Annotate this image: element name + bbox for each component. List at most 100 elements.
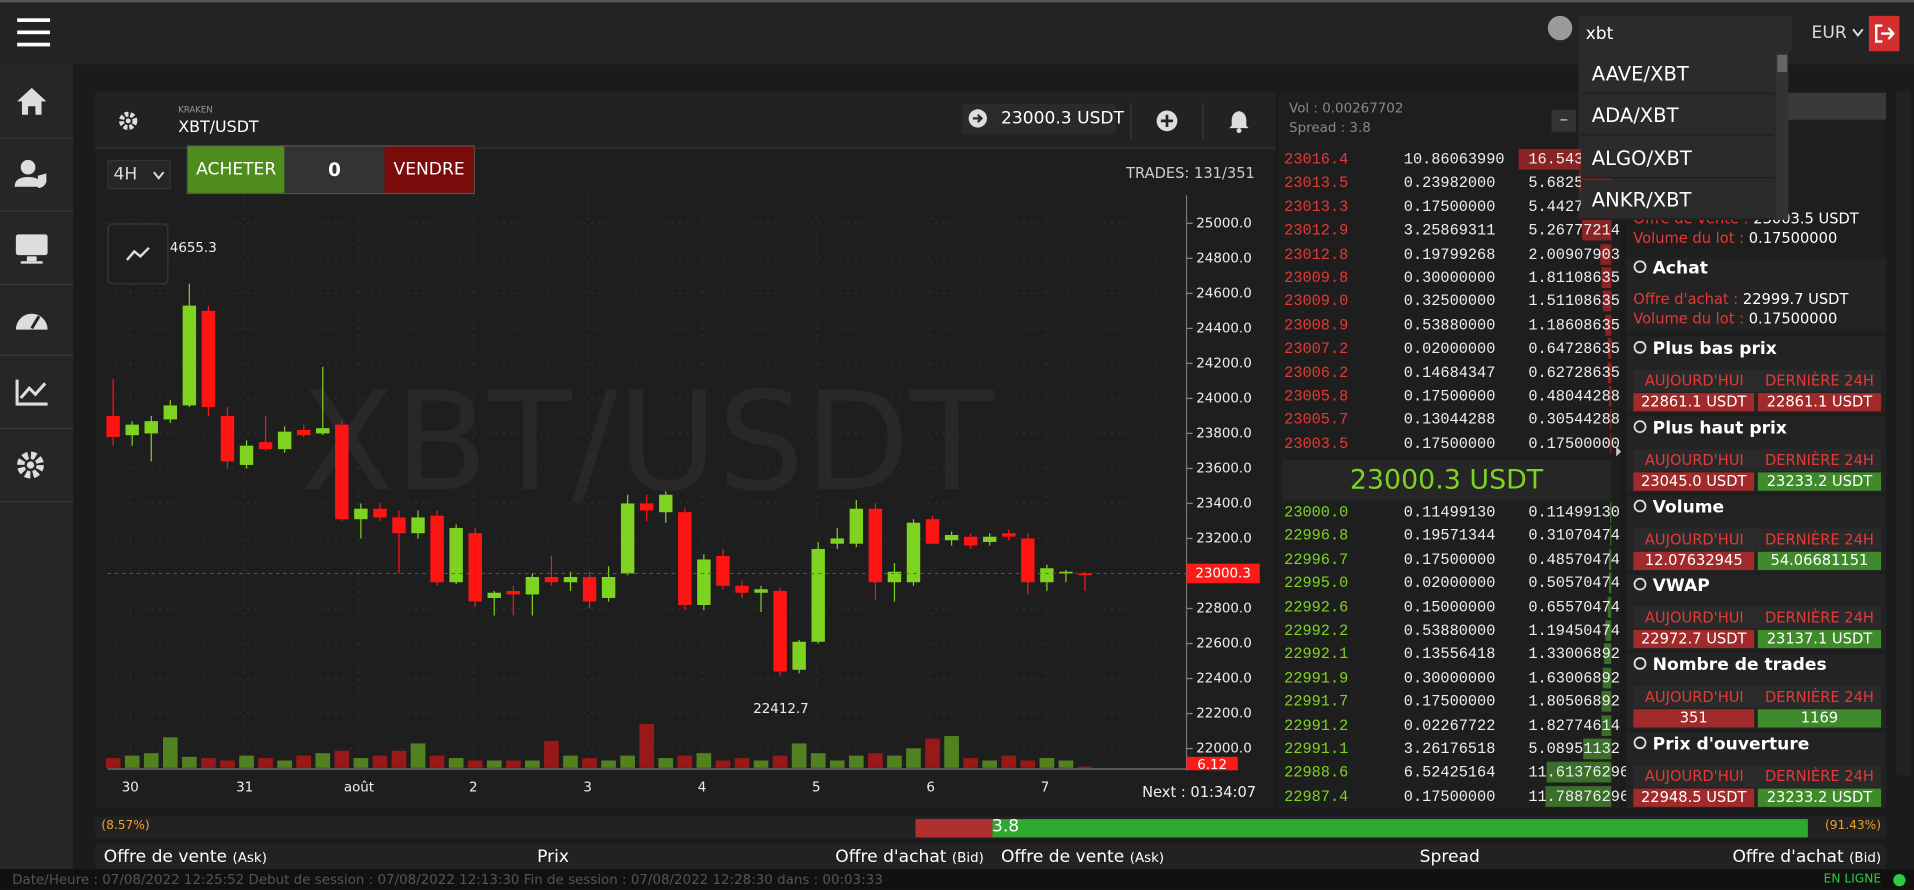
candle-body xyxy=(335,424,349,520)
quantity-input[interactable]: 0 xyxy=(284,146,385,193)
book-cumulative: 0.65570474 xyxy=(1528,598,1620,616)
y-tick-label: 24400.0 xyxy=(1196,321,1251,336)
candle-body xyxy=(582,576,597,602)
depth-bar xyxy=(1581,219,1612,241)
candle-body xyxy=(201,310,216,408)
depth-bar xyxy=(1601,267,1612,289)
section-icon xyxy=(1633,419,1647,433)
timeframe-select[interactable]: 4H xyxy=(107,159,171,190)
order-book xyxy=(1278,91,1620,809)
section-title: Prix d'ouverture xyxy=(1633,735,1809,754)
start-label: Debut de session : xyxy=(248,871,374,888)
currency-select[interactable]: EUR xyxy=(1812,23,1865,43)
x-tick-label: 7 xyxy=(1041,780,1050,795)
book-price: 23013.5 xyxy=(1284,175,1349,193)
search-input[interactable]: xbt xyxy=(1578,15,1792,53)
book-price: 23012.8 xyxy=(1284,246,1349,264)
depth-bar xyxy=(1604,314,1612,336)
alert-button[interactable] xyxy=(1228,109,1250,134)
book-volume: 0.02267722 xyxy=(1403,717,1496,735)
depth-bar xyxy=(1608,572,1612,594)
today-label: AUJOURD'HUI xyxy=(1644,530,1744,548)
menu-button[interactable] xyxy=(17,17,51,49)
x-tick-label: 4 xyxy=(698,780,707,795)
book-price: 22991.9 xyxy=(1284,669,1349,688)
book-price: 22991.7 xyxy=(1284,693,1349,711)
book-price: 23006.2 xyxy=(1284,364,1349,382)
candle-body xyxy=(792,641,806,670)
arrow-icon xyxy=(968,109,987,128)
mid-price: 23000.3 USDT xyxy=(1281,460,1612,501)
book-volume: 0.14684347 xyxy=(1403,364,1496,382)
timeframe: 4H xyxy=(113,164,138,185)
col-bid: Offre d'achat xyxy=(1732,847,1844,867)
candle-body xyxy=(1078,573,1092,576)
expand-arrow[interactable] xyxy=(1615,446,1622,458)
avatar[interactable] xyxy=(1547,15,1573,41)
logout-button[interactable] xyxy=(1868,15,1900,52)
col-spread: Spread xyxy=(1419,847,1480,867)
end: 07/08/2022 12:28:30 xyxy=(630,871,773,888)
indicator-button[interactable] xyxy=(107,223,169,285)
volume-bar xyxy=(887,755,902,768)
suggestion[interactable]: ALGO/XBT xyxy=(1580,137,1774,178)
book-cumulative: 5.4427 xyxy=(1528,198,1584,216)
suggestion[interactable]: ANKR/XBT xyxy=(1580,179,1774,220)
scroll-thumb[interactable] xyxy=(1777,54,1788,73)
end-label: Fin de session : xyxy=(523,871,627,888)
volume-bar xyxy=(124,755,140,768)
day-value: 23233.2 USDT xyxy=(1757,788,1882,807)
section-title: Plus bas prix xyxy=(1633,339,1777,359)
chevron xyxy=(153,171,165,180)
sell-button[interactable]: VENDRE xyxy=(384,146,474,193)
book-volume: 0.53880000 xyxy=(1403,622,1496,640)
high-label: 24655.3 xyxy=(161,241,216,256)
volume-bar xyxy=(868,753,883,768)
scrollbar[interactable] xyxy=(1895,91,1911,776)
depth-bar xyxy=(1608,549,1612,570)
buy-button[interactable]: ACHETER xyxy=(187,146,285,193)
col-bid: Offre d'achat xyxy=(835,847,947,867)
add-button[interactable] xyxy=(1156,110,1178,132)
start: 07/08/2022 12:13:30 xyxy=(377,871,520,888)
y-tick-label: 24800.0 xyxy=(1196,251,1251,266)
volume-bar xyxy=(410,743,426,768)
book-price: 23007.2 xyxy=(1284,340,1349,358)
collapse-button[interactable]: – xyxy=(1551,109,1576,132)
y-tick-label: 23600.0 xyxy=(1196,461,1251,476)
book-volume: 0.17500000 xyxy=(1403,388,1496,406)
volume-bar xyxy=(239,755,254,768)
volume-bar xyxy=(963,758,978,768)
datetime-label: Date/Heure : xyxy=(12,871,98,888)
candle-body xyxy=(716,555,730,586)
book-cumulative: 1.81108635 xyxy=(1528,269,1620,287)
volume-bar xyxy=(201,758,216,768)
book-cumulative: 0.31070474 xyxy=(1528,527,1620,545)
depth-bar xyxy=(1582,738,1612,760)
book-price: 23013.3 xyxy=(1284,198,1349,216)
candle-body xyxy=(468,533,482,602)
y-tick-label: 24000.0 xyxy=(1196,391,1251,406)
suggestion[interactable]: ADA/XBT xyxy=(1580,95,1774,136)
today-value: 22861.1 USDT xyxy=(1633,393,1755,412)
candle-body xyxy=(430,515,444,583)
book-price: 22995.0 xyxy=(1284,575,1349,593)
buy-lot: 0.17500000 xyxy=(1748,310,1838,328)
candle-body xyxy=(525,576,540,595)
candle-body xyxy=(544,576,559,583)
suggestion[interactable]: AAVE/XBT xyxy=(1580,53,1774,94)
volume-bar xyxy=(296,755,312,768)
volume-bar xyxy=(486,760,502,768)
buy-title: Achat xyxy=(1652,258,1708,279)
candle-body xyxy=(277,431,292,450)
book-cumulative: 0.11499130 xyxy=(1528,504,1620,522)
settings-button[interactable] xyxy=(117,110,139,132)
y-tick-label: 22200.0 xyxy=(1196,707,1251,722)
dropdown-scrollbar[interactable] xyxy=(1776,52,1789,220)
candle-body xyxy=(373,508,387,518)
book-cumulative: 11.61376296 xyxy=(1528,764,1630,782)
search-text: xbt xyxy=(1585,24,1614,44)
book-volume: 0.02000000 xyxy=(1403,340,1496,358)
candle-body xyxy=(887,571,902,583)
